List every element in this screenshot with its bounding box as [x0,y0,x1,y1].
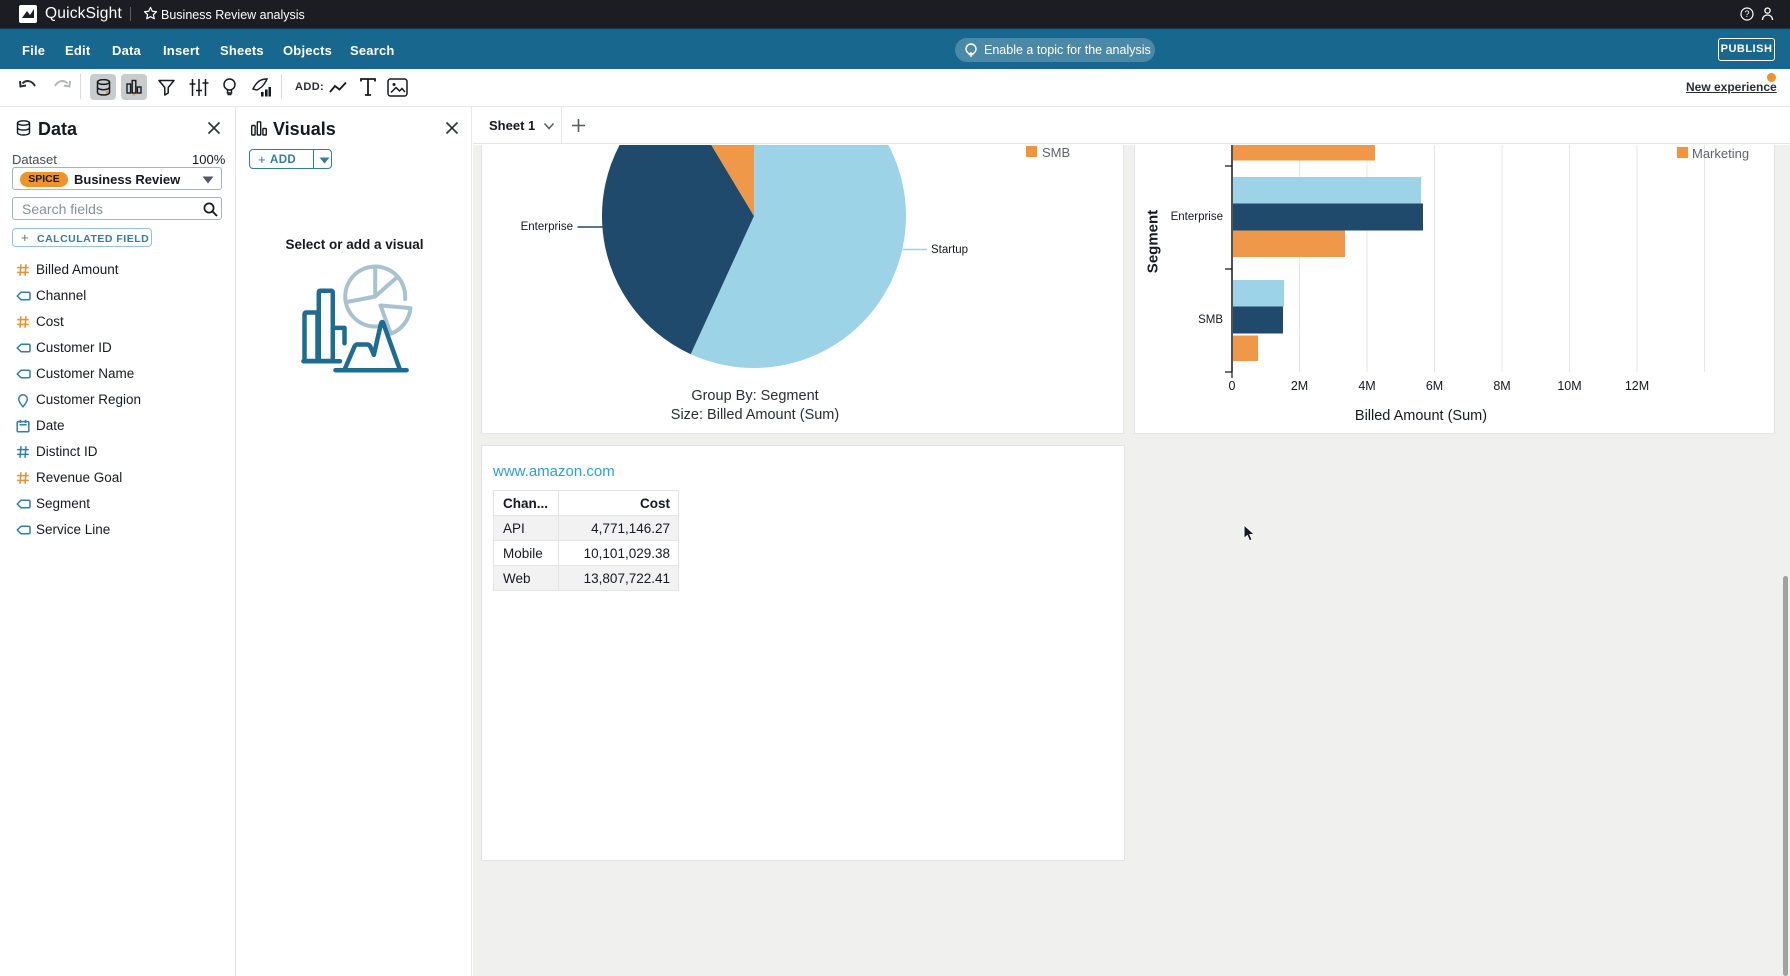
svg-text:?: ? [1744,9,1749,19]
